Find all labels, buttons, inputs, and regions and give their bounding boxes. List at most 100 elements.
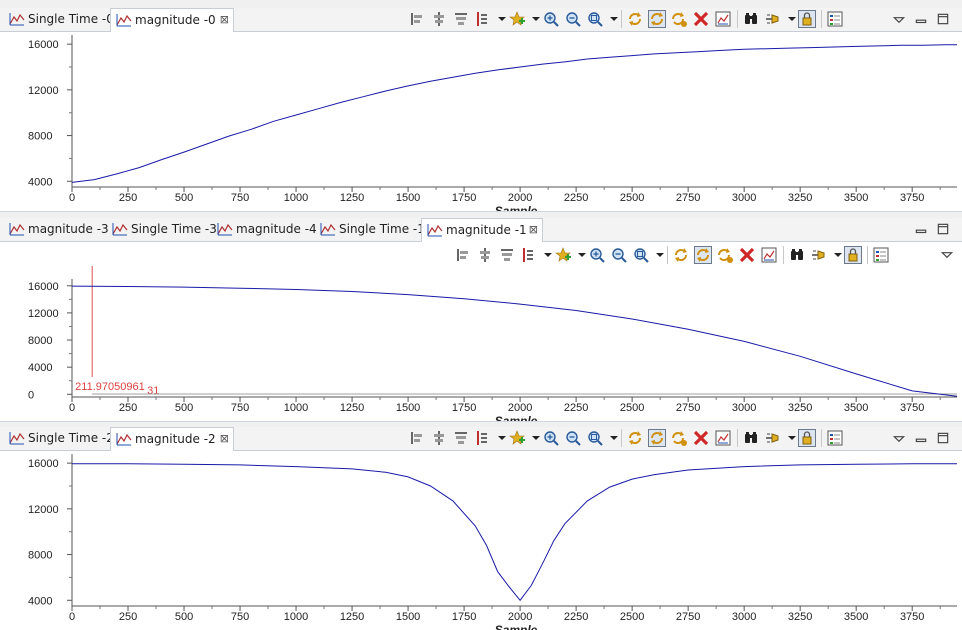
dropdown-arrow-icon[interactable] — [542, 246, 554, 264]
tab-single-time-3[interactable]: Single Time -3 — [107, 218, 217, 240]
tab-magnitude-0[interactable]: magnitude -0 ⊠ — [110, 8, 234, 32]
series-line[interactable] — [72, 463, 957, 602]
sync-all-icon[interactable] — [670, 429, 692, 447]
delete-icon[interactable] — [738, 246, 760, 264]
zoom-in-icon[interactable] — [542, 429, 564, 447]
align-left-icon[interactable] — [408, 10, 430, 28]
maximize-icon[interactable] — [936, 222, 950, 236]
align-left-icon[interactable] — [408, 429, 430, 447]
maximize-icon[interactable] — [936, 12, 950, 26]
align-right-icon[interactable] — [498, 246, 520, 264]
minimize-icon[interactable] — [914, 431, 928, 445]
sync-all-icon[interactable] — [670, 10, 692, 28]
y-tick-label: 16000 — [28, 458, 59, 470]
delete-icon[interactable] — [692, 429, 714, 447]
lock-icon[interactable] — [798, 10, 820, 28]
x-tick-label: 0 — [69, 402, 75, 414]
dropdown-arrow-icon[interactable] — [786, 429, 798, 447]
chart-icon[interactable] — [714, 10, 736, 28]
chart-tab-icon — [112, 223, 128, 236]
add-marker-icon[interactable] — [508, 429, 530, 447]
dropdown-arrow-icon[interactable] — [786, 10, 798, 28]
x-tick-label: 2500 — [620, 611, 644, 623]
close-icon[interactable]: ⊠ — [219, 13, 229, 26]
align-center-icon[interactable] — [430, 10, 452, 28]
zoom-in-icon[interactable] — [588, 246, 610, 264]
tab-single-time-2[interactable]: Single Time -2 — [4, 427, 114, 449]
sync-toggle-icon[interactable] — [648, 429, 670, 447]
zoom-fit-icon[interactable] — [632, 246, 654, 264]
series-line[interactable] — [71, 44, 957, 183]
sync-toggle-icon[interactable] — [694, 246, 716, 264]
close-icon[interactable]: ⊠ — [528, 223, 538, 236]
delete-icon[interactable] — [692, 10, 714, 28]
align-right-icon[interactable] — [452, 429, 474, 447]
dropdown-arrow-icon[interactable] — [496, 10, 508, 28]
zoom-fit-icon[interactable] — [586, 429, 608, 447]
tab-magnitude-2[interactable]: magnitude -2 ⊠ — [110, 427, 234, 451]
add-marker-icon[interactable] — [508, 10, 530, 28]
align-center-icon[interactable] — [430, 429, 452, 447]
dropdown-arrow-icon[interactable] — [608, 10, 620, 28]
view-menu-icon[interactable] — [892, 13, 906, 27]
binoculars-icon[interactable] — [788, 246, 810, 264]
pin-icon[interactable] — [764, 10, 786, 28]
cursor-icon[interactable] — [520, 246, 542, 264]
lock-icon[interactable] — [844, 246, 866, 264]
binoculars-icon[interactable] — [742, 10, 764, 28]
view-menu-icon[interactable] — [940, 248, 954, 262]
tab-magnitude-1[interactable]: magnitude -1 ⊠ — [421, 218, 543, 242]
dropdown-arrow-icon[interactable] — [832, 246, 844, 264]
x-tick-label: 3250 — [788, 611, 812, 623]
dropdown-arrow-icon[interactable] — [608, 429, 620, 447]
sync-toggle-icon[interactable] — [648, 10, 670, 28]
align-right-icon[interactable] — [452, 10, 474, 28]
dropdown-arrow-icon[interactable] — [530, 429, 542, 447]
plot-area-2[interactable]: 16000 12000 8000 4000 0 0 250 500 750 1000 1250 150… — [0, 266, 962, 421]
tab-magnitude-4[interactable]: magnitude -4 — [212, 218, 317, 240]
zoom-out-icon[interactable] — [564, 10, 586, 28]
plot-area-3[interactable]: 16000 12000 8000 4000 0 250 500 750 1000 1250 1500… — [0, 451, 962, 630]
zoom-out-icon[interactable] — [610, 246, 632, 264]
sync-icon[interactable] — [626, 429, 648, 447]
magnitude-chart-2[interactable]: 16000 12000 8000 4000 0 250 500 750 1000 1250 1500… — [0, 451, 962, 630]
view-menu-icon[interactable] — [892, 432, 906, 446]
zoom-fit-icon[interactable] — [586, 10, 608, 28]
pin-icon[interactable] — [810, 246, 832, 264]
cursor-icon[interactable] — [474, 10, 496, 28]
legend-icon[interactable] — [826, 10, 848, 28]
magnitude-chart-0[interactable]: 16000 12000 8000 4000 0 250 500 750 1000 1250 1500… — [0, 32, 962, 211]
cursor-icon[interactable] — [474, 429, 496, 447]
tab-single-time-0[interactable]: Single Time -0 — [4, 8, 114, 30]
lock-icon[interactable] — [798, 429, 820, 447]
plot-area-1[interactable]: 16000 12000 8000 4000 0 250 500 750 1000 1250 1500… — [0, 32, 962, 211]
close-icon[interactable]: ⊠ — [219, 432, 229, 445]
toolbar-separator — [737, 429, 738, 447]
binoculars-icon[interactable] — [742, 429, 764, 447]
legend-icon[interactable] — [872, 246, 894, 264]
sync-icon[interactable] — [626, 10, 648, 28]
dropdown-arrow-icon[interactable] — [530, 10, 542, 28]
zoom-in-icon[interactable] — [542, 10, 564, 28]
magnitude-chart-1[interactable]: 16000 12000 8000 4000 0 0 250 500 750 1000 1250 150… — [0, 266, 962, 421]
series-line[interactable] — [71, 285, 958, 397]
minimize-icon[interactable] — [914, 222, 928, 236]
sync-all-icon[interactable] — [716, 246, 738, 264]
dropdown-arrow-icon[interactable] — [576, 246, 588, 264]
tab-single-time-1[interactable]: Single Time -1 — [315, 218, 425, 240]
add-marker-icon[interactable] — [554, 246, 576, 264]
chart-icon[interactable] — [714, 429, 736, 447]
minimize-icon[interactable] — [914, 12, 928, 26]
tab-label: Single Time -0 — [28, 12, 114, 26]
dropdown-arrow-icon[interactable] — [654, 246, 666, 264]
align-center-icon[interactable] — [476, 246, 498, 264]
dropdown-arrow-icon[interactable] — [496, 429, 508, 447]
align-left-icon[interactable] — [454, 246, 476, 264]
sync-icon[interactable] — [672, 246, 694, 264]
maximize-icon[interactable] — [936, 431, 950, 445]
tab-magnitude-3[interactable]: magnitude -3 — [4, 218, 109, 240]
chart-icon[interactable] — [760, 246, 782, 264]
legend-icon[interactable] — [826, 429, 848, 447]
zoom-out-icon[interactable] — [564, 429, 586, 447]
pin-icon[interactable] — [764, 429, 786, 447]
